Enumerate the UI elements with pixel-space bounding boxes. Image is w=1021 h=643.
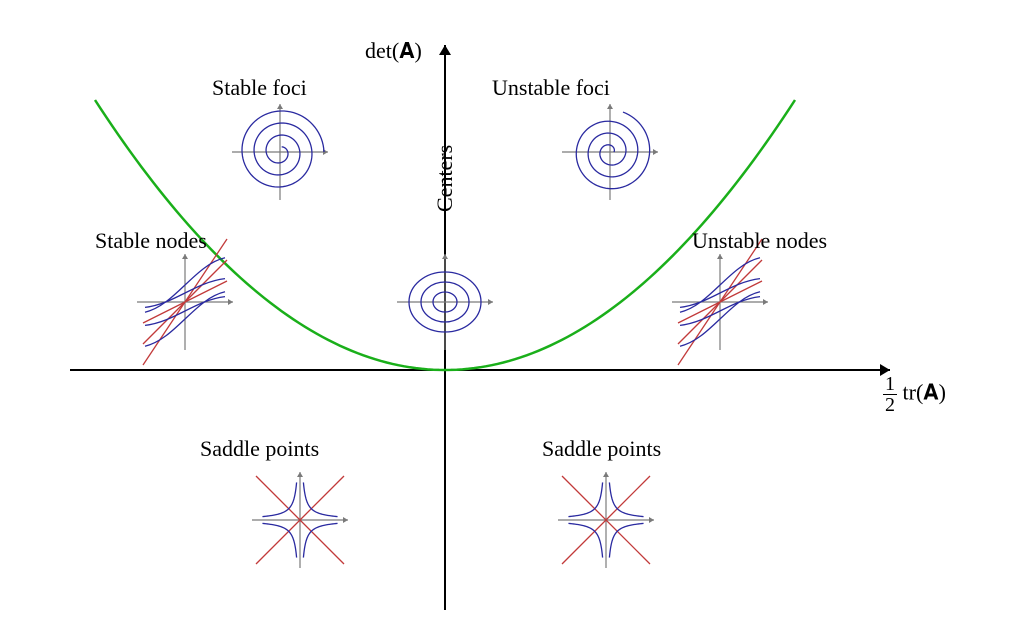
label-stable-foci: Stable foci [212, 75, 307, 101]
centers-label: Centers [432, 145, 458, 212]
label-unstable-foci: Unstable foci [492, 75, 610, 101]
label-saddle-left: Saddle points [200, 436, 319, 462]
x-axis-label: 12 tr(𝐀) [883, 374, 946, 415]
y-axis-label: det(𝐀) [365, 38, 422, 64]
label-stable-nodes: Stable nodes [95, 228, 207, 254]
label-saddle-right: Saddle points [542, 436, 661, 462]
label-unstable-nodes: Unstable nodes [692, 228, 827, 254]
